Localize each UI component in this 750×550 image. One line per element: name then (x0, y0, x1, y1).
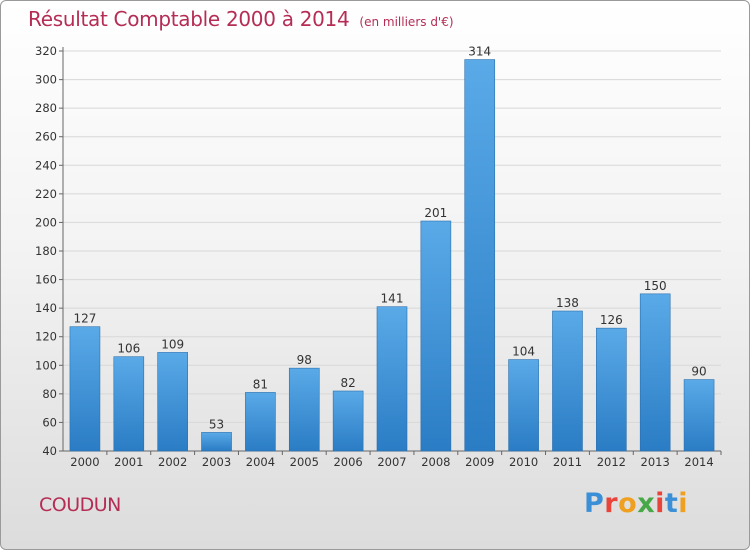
labels: 127 106 109 53 81 98 82 141 201 314 104 138 126 150 90 (73, 45, 706, 432)
bar-2014 (683, 379, 715, 452)
y-tick-label: 320 (35, 44, 57, 58)
x-tick-label-2001: 2001 (114, 455, 143, 469)
logo-letter: o (618, 488, 638, 519)
x-tick-label-2010: 2010 (509, 455, 538, 469)
x-tick-label-2014: 2014 (684, 455, 713, 469)
bar-2005 (288, 367, 320, 452)
bar-2006 (332, 390, 364, 452)
x-tick-label-2012: 2012 (597, 455, 626, 469)
data-label-2011: 138 (556, 296, 579, 310)
data-label-2010: 104 (512, 345, 535, 359)
y-tick-label: 140 (35, 301, 57, 315)
x-tick-label-2002: 2002 (158, 455, 187, 469)
data-label-2006: 82 (340, 376, 355, 390)
data-label-2004: 81 (253, 377, 268, 391)
logo-letter: r (604, 488, 619, 519)
y-tick-label: 260 (35, 130, 57, 144)
title-subtitle: (en milliers d'€) (359, 15, 454, 29)
y-tick-label: 220 (35, 187, 57, 201)
data-label-2008: 201 (424, 206, 447, 220)
x-tick-label-2007: 2007 (377, 455, 406, 469)
data-label-2009: 314 (468, 45, 491, 59)
data-label-2007: 141 (381, 292, 404, 306)
logo-letter: x (637, 488, 656, 519)
chart-title: Résultat Comptable 2000 à 2014 (en millie… (28, 7, 454, 31)
data-label-2005: 98 (297, 353, 312, 367)
data-label-2012: 126 (600, 313, 623, 327)
y-tick-label: 200 (35, 215, 57, 229)
x-tick-label-2000: 2000 (70, 455, 99, 469)
x-tick-label-2003: 2003 (202, 455, 231, 469)
bar-2004 (245, 392, 276, 452)
commune-name: COUDUN (39, 494, 121, 516)
logo-letter: t (664, 488, 679, 519)
x-tick-label-2005: 2005 (290, 455, 319, 469)
title-text: Résultat Comptable 2000 à 2014 (28, 7, 350, 31)
bar-2003 (201, 432, 232, 452)
bar-2012 (596, 327, 627, 452)
logo-letter: P (584, 488, 605, 519)
data-label-2013: 150 (644, 279, 667, 293)
bar-2000 (69, 326, 101, 452)
y-tick-label: 120 (35, 330, 57, 344)
bar-2001 (113, 356, 145, 452)
x-tick-label-2013: 2013 (641, 455, 670, 469)
y-tick-label: 80 (42, 387, 57, 401)
proxiti-logo[interactable]: Proxiti (584, 488, 688, 519)
logo-letter: i (678, 488, 689, 519)
x-tick-label-2009: 2009 (465, 455, 494, 469)
bar-2002 (157, 352, 188, 452)
data-label-2014: 90 (691, 365, 706, 379)
data-label-2000: 127 (73, 312, 96, 326)
x-tick-label-2004: 2004 (246, 455, 275, 469)
y-tick-label: 60 (42, 415, 57, 429)
x-tick-label-2006: 2006 (333, 455, 362, 469)
bar-2010 (508, 359, 539, 452)
bar-2013 (639, 293, 671, 452)
bar-2011 (552, 310, 583, 452)
bar-2009 (464, 59, 496, 452)
y-tick-label: 100 (35, 358, 57, 372)
x-tick-label-2008: 2008 (421, 455, 450, 469)
bars (69, 59, 715, 452)
data-label-2002: 109 (161, 337, 184, 351)
y-tick-label: 40 (42, 444, 57, 458)
logo-letter: i (655, 488, 665, 519)
bar-2007 (376, 306, 408, 452)
y-tick-label: 240 (35, 158, 57, 172)
y-tick-label: 280 (35, 101, 57, 115)
y-tick-label: 180 (35, 244, 57, 258)
y-tick-label: 160 (35, 273, 57, 287)
bar-2008 (420, 220, 452, 452)
data-label-2003: 53 (209, 417, 224, 431)
y-tick-label: 300 (35, 73, 57, 87)
x-tick-label-2011: 2011 (553, 455, 582, 469)
data-label-2001: 106 (117, 342, 140, 356)
